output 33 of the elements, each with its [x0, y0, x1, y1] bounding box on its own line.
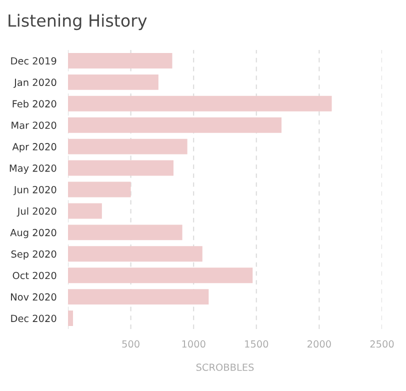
bar [68, 160, 174, 176]
y-tick-label: Dec 2019 [11, 57, 56, 65]
y-tick-label: Sep 2020 [11, 250, 56, 260]
y-tick-label: Dec 2020 [11, 314, 56, 322]
bar [68, 138, 188, 154]
bar [68, 74, 158, 90]
y-tick-label: Jun 2020 [13, 186, 56, 196]
bar [68, 117, 282, 133]
bar [68, 224, 182, 240]
y-tick-label: Jan 2020 [14, 78, 56, 88]
bar [68, 289, 209, 305]
y-tick-label: Mar 2020 [12, 122, 56, 129]
y-tick-label: Feb 2020 [12, 100, 56, 108]
x-tick-label: 1000 [182, 340, 206, 348]
bar [68, 96, 332, 112]
bar [68, 310, 74, 326]
x-tick-label: 500 [122, 340, 140, 348]
y-tick-label: Nov 2020 [11, 293, 56, 301]
y-tick-label: Aug 2020 [10, 228, 56, 238]
x-tick-label: 1500 [245, 340, 268, 348]
x-tick-label: 2500 [370, 340, 394, 348]
bar [68, 246, 202, 262]
y-tick-label: Oct 2020 [12, 272, 56, 280]
y-tick-label: Jul 2020 [16, 207, 56, 217]
bar [68, 53, 172, 68]
bar [68, 182, 131, 198]
x-axis-title: SCROBBLES [196, 364, 254, 371]
x-tick-label: 2000 [308, 340, 331, 348]
bar [68, 268, 253, 284]
y-tick-label: Apr 2020 [12, 143, 56, 152]
bar [68, 203, 102, 219]
y-tick-label: May 2020 [10, 164, 56, 174]
chart-title: Listening History [8, 14, 147, 30]
